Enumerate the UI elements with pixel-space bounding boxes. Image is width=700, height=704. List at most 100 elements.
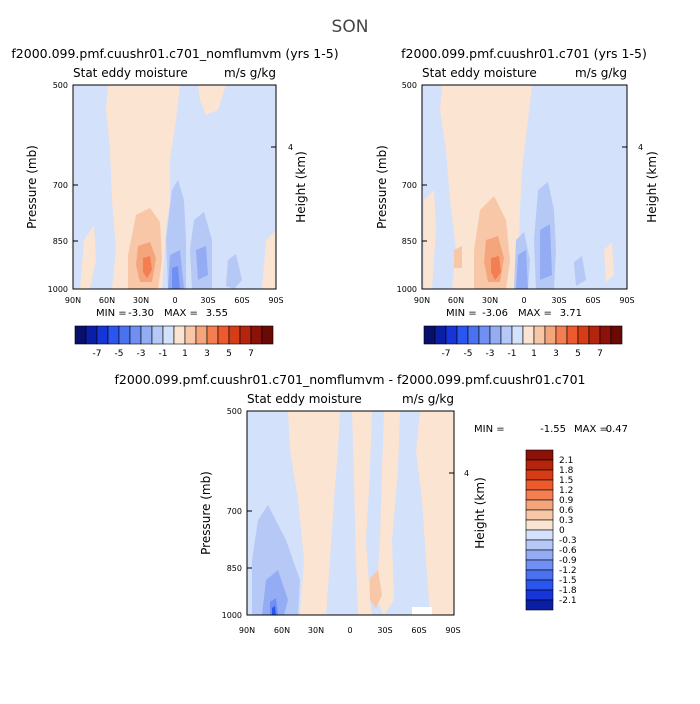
colorbar-label: -3	[137, 349, 146, 359]
colorbar-box	[140, 325, 153, 345]
y-tick-label: 500	[402, 81, 417, 90]
colorbar-box	[525, 459, 554, 471]
y-ticks: 500 700 850 1000 4	[397, 81, 643, 294]
colorbar-label: 1.2	[559, 486, 573, 496]
colorbar-box	[195, 325, 208, 345]
min-value: -3.30	[128, 308, 154, 319]
x-tick-label: 60S	[585, 296, 600, 305]
max-value: 3.71	[560, 308, 582, 319]
right-label: m/s g/kg	[224, 66, 276, 80]
colorbar-box	[173, 325, 186, 345]
y-ticks: 500 700 850 1000 4	[48, 81, 293, 294]
colorbar-box	[228, 325, 241, 345]
colorbar-label: 0.9	[559, 496, 574, 506]
panel-difference: f2000.099.pmf.cuushr01.c701_nomflumvm - …	[115, 372, 629, 635]
x-tick-label: 90S	[619, 296, 634, 305]
colorbar-box	[525, 519, 554, 531]
missing-region	[412, 607, 432, 615]
colorbar-label: -1.8	[559, 586, 577, 596]
positive-region	[424, 190, 436, 289]
colorbar-box	[74, 325, 87, 345]
panel-left: f2000.099.pmf.cuushr01.c701_nomflumvm (y…	[11, 46, 338, 359]
x-tick-label: 30S	[377, 626, 392, 635]
positive-region	[440, 85, 532, 289]
negative-region	[272, 606, 276, 615]
x-tick-label: 0	[347, 626, 352, 635]
colorbar-box	[525, 449, 554, 461]
page-title: SON	[332, 17, 369, 37]
min-value: -3.06	[482, 308, 508, 319]
colorbar-box	[544, 325, 557, 345]
min-label: MIN =	[446, 308, 477, 319]
y-tick-label: 850	[402, 237, 417, 246]
colorbar-box	[261, 325, 274, 345]
panel-title: f2000.099.pmf.cuushr01.c701 (yrs 1-5)	[401, 46, 647, 61]
max-value: 0.47	[606, 424, 628, 435]
colorbar-box	[525, 549, 554, 561]
y-tick-label: 700	[53, 181, 68, 190]
colorbar-box	[525, 539, 554, 551]
left-label: Stat eddy moisture	[422, 66, 537, 80]
negative-region	[172, 266, 180, 289]
colorbar-box	[525, 479, 554, 491]
y-axis-label: Pressure (mb)	[199, 471, 213, 555]
right-tick-label: 4	[288, 143, 293, 152]
right-tick-label: 4	[464, 469, 469, 478]
colorbar-label: 7	[248, 349, 254, 359]
right-tick-label: 4	[638, 143, 643, 152]
positive-region	[288, 411, 340, 615]
colorbar-box	[533, 325, 546, 345]
colorbar-label: 0	[559, 526, 565, 536]
negative-region	[196, 246, 208, 280]
y-axis-label: Pressure (mb)	[25, 145, 39, 229]
x-tick-label: 30S	[200, 296, 215, 305]
contour-field	[73, 85, 276, 289]
colorbar-box	[107, 325, 120, 345]
y-tick-label: 850	[53, 237, 68, 246]
colorbar-label: -2.1	[559, 596, 577, 606]
colorbar-box	[525, 499, 554, 511]
colorbar-box	[566, 325, 579, 345]
colorbar-box	[456, 325, 469, 345]
negative-region	[226, 254, 242, 289]
colorbar: 2.11.81.51.20.90.60.30-0.3-0.6-0.9-1.2-1…	[525, 449, 577, 611]
right-axis-label: Height (km)	[645, 151, 659, 222]
y-tick-label: 1000	[222, 611, 242, 620]
x-tick-label: 60N	[99, 296, 115, 305]
colorbar-box	[599, 325, 612, 345]
plot-frame	[421, 84, 628, 290]
plot-frame	[246, 410, 455, 616]
colorbar-label: -3	[486, 349, 495, 359]
colorbar-box	[184, 325, 197, 345]
colorbar-box	[525, 469, 554, 481]
min-value: -1.55	[540, 424, 566, 435]
colorbar-label: 3	[204, 349, 210, 359]
colorbar-label: 5	[226, 349, 232, 359]
x-tick-label: 30N	[308, 626, 324, 635]
y-ticks: 500 700 850 1000 4	[222, 407, 469, 620]
max-label: MAX =	[164, 308, 198, 319]
plot-frame	[72, 84, 277, 290]
colorbar-box	[445, 325, 458, 345]
colorbar-box	[555, 325, 568, 345]
colorbar-label: -5	[115, 349, 124, 359]
colorbar-box	[525, 589, 554, 601]
colorbar-label: -0.6	[559, 546, 577, 556]
colorbar-label: -1	[159, 349, 168, 359]
y-tick-label: 700	[227, 507, 242, 516]
colorbar-box	[434, 325, 447, 345]
positive-region	[352, 411, 372, 615]
positive-region	[262, 230, 276, 289]
colorbar-box	[151, 325, 164, 345]
right-axis-label: Height (km)	[294, 151, 308, 222]
positive-region	[376, 411, 400, 615]
positive-region	[604, 242, 614, 282]
positive-region	[143, 256, 152, 278]
left-label: Stat eddy moisture	[247, 392, 362, 406]
negative-region	[262, 570, 288, 615]
colorbar-label: 1	[182, 349, 188, 359]
colorbar-label: 1.5	[559, 476, 573, 486]
colorbar-label: -7	[442, 349, 451, 359]
